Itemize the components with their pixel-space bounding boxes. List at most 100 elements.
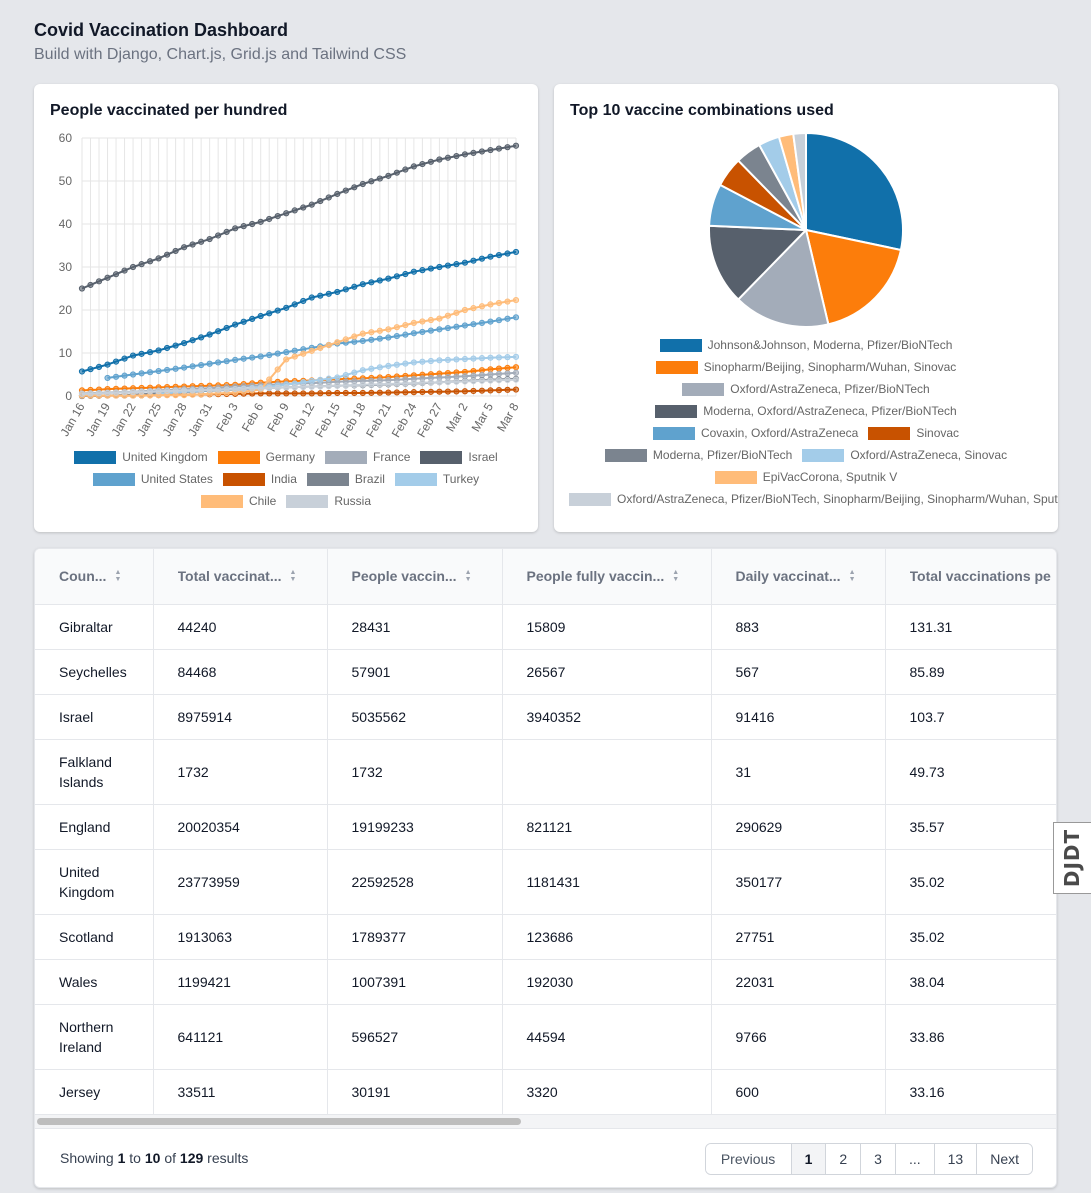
table-header-row: Coun... ▲ ▼ Total vaccinat... ▲ ▼ People vacci…	[35, 549, 1056, 605]
table-cell: 19199233	[327, 804, 503, 850]
data-point	[155, 255, 162, 262]
scrollbar-thumb[interactable]	[37, 1118, 521, 1125]
data-point	[189, 337, 196, 344]
table-row[interactable]: Scotland 1913063 1789377 123686 27751 35.02	[35, 914, 1056, 960]
page-button-13[interactable]: 13	[934, 1144, 978, 1174]
table-row[interactable]: Northern Ireland 641121 596527 44594 9766 33.…	[35, 1004, 1056, 1070]
sort-icon[interactable]: ▲ ▼	[289, 569, 297, 584]
data-point	[334, 190, 341, 198]
table-row[interactable]: United Kingdom 23773959 22592528 1181431 350…	[35, 849, 1056, 915]
column-header[interactable]: Coun... ▲ ▼	[35, 549, 154, 605]
page-button-3[interactable]: 3	[861, 1144, 896, 1174]
legend-item[interactable]: Chile	[200, 494, 276, 508]
pie-slice[interactable]	[804, 228, 903, 326]
data-point	[249, 385, 256, 392]
data-point	[291, 353, 298, 360]
legend-item[interactable]: Oxford/AstraZeneca, Pfizer/BioNTech, Sin…	[569, 492, 1058, 506]
pie-slice[interactable]	[736, 227, 830, 328]
page-button-1[interactable]: 1	[791, 1144, 827, 1174]
table-row[interactable]: Falkland Islands 1732 1732 31 49.73	[35, 739, 1056, 805]
table-row[interactable]: Seychelles 84468 57901 26567 567 85.89	[35, 649, 1056, 695]
data-point	[512, 142, 520, 149]
debug-toolbar-handle[interactable]: DJDT	[1053, 822, 1091, 894]
table-scroll-area[interactable]: Coun... ▲ ▼ Total vaccinat... ▲ ▼ People vacci…	[35, 549, 1056, 1114]
legend-item[interactable]: Russia	[286, 494, 371, 508]
legend-item[interactable]: Johnson&Johnson, Moderna, Pfizer/BioNTec…	[659, 338, 952, 352]
pie-chart-title: Top 10 vaccine combinations used	[570, 102, 834, 119]
legend-item[interactable]: India	[222, 472, 297, 486]
legend-item[interactable]: United States	[92, 472, 213, 486]
pie-slice[interactable]	[708, 224, 809, 301]
legend-item[interactable]: Covaxin, Oxford/AstraZeneca	[652, 426, 858, 440]
legend-item[interactable]: EpiVacCorona, Sputnik V	[714, 470, 897, 484]
next-page-button[interactable]: Next	[977, 1144, 1032, 1174]
legend-item[interactable]: Israel	[420, 450, 498, 464]
data-point	[359, 337, 366, 345]
data-point	[436, 156, 443, 163]
summary-from: 1	[117, 1150, 126, 1166]
legend-item[interactable]: Oxford/AstraZeneca, Sinovac	[802, 448, 1007, 462]
legend-item[interactable]: France	[325, 450, 410, 464]
data-point	[495, 365, 503, 372]
sort-icon[interactable]: ▲ ▼	[114, 569, 122, 584]
data-point	[317, 197, 324, 205]
data-point	[232, 321, 239, 328]
legend-item[interactable]: United Kingdom	[74, 450, 208, 464]
data-point	[155, 347, 162, 354]
legend-item[interactable]: Moderna, Pfizer/BioNTech	[604, 448, 792, 462]
data-point	[317, 390, 324, 397]
data-point	[163, 344, 171, 352]
data-point	[393, 273, 400, 280]
data-point	[257, 385, 264, 392]
pie-slice[interactable]	[792, 131, 807, 231]
data-point	[512, 353, 520, 360]
column-header[interactable]: People fully vaccin... ▲ ▼	[502, 549, 712, 605]
data-point	[300, 350, 307, 357]
data-point	[351, 333, 358, 340]
column-header-label: Daily vaccinat...	[735, 568, 841, 585]
data-point	[504, 386, 511, 393]
legend-item[interactable]: Turkey	[394, 472, 479, 486]
legend-item[interactable]: Brazil	[306, 472, 385, 486]
data-point	[444, 378, 452, 386]
legend-swatch	[200, 494, 243, 508]
horizontal-scrollbar[interactable]	[35, 1114, 1056, 1128]
data-point	[121, 267, 128, 274]
data-point	[342, 382, 349, 389]
table-cell: 883	[711, 604, 886, 650]
column-header[interactable]: Total vaccinations pe	[885, 549, 1056, 605]
data-point	[291, 390, 298, 397]
sort-icon[interactable]: ▲ ▼	[672, 569, 680, 584]
legend-item[interactable]: Oxford/AstraZeneca, Pfizer/BioNTech	[682, 382, 930, 396]
sort-icon[interactable]: ▲ ▼	[464, 569, 472, 584]
legend-item[interactable]: Sinovac	[868, 426, 959, 440]
table-row[interactable]: Wales 1199421 1007391 192030 22031 38.04	[35, 959, 1056, 1005]
table-row[interactable]: Israel 8975914 5035562 3940352 91416 103.7	[35, 694, 1056, 740]
legend-item[interactable]: Sinopharm/Beijing, Sinopharm/Wuhan, Sino…	[655, 360, 957, 374]
sort-icon[interactable]: ▲ ▼	[848, 569, 856, 584]
table-row[interactable]: England 20020354 19199233 821121 290629 35.57	[35, 804, 1056, 850]
legend-label: Sinopharm/Beijing, Sinopharm/Wuhan, Sino…	[703, 360, 957, 374]
legend-row: EpiVacCorona, Sputnik V	[554, 466, 1058, 488]
legend-swatch	[714, 470, 757, 484]
column-header[interactable]: People vaccin... ▲ ▼	[327, 549, 503, 605]
data-point	[376, 335, 383, 342]
pie-slice[interactable]	[805, 131, 904, 252]
table-cell: 57901	[327, 649, 503, 695]
previous-page-button[interactable]: Previous	[705, 1144, 792, 1174]
column-header[interactable]: Total vaccinat... ▲ ▼	[153, 549, 328, 605]
data-point	[478, 255, 486, 262]
table-row[interactable]: Jersey 33511 30191 3320 600 33.16	[35, 1069, 1056, 1114]
data-point	[283, 349, 290, 356]
table-row[interactable]: Gibraltar 44240 28431 15809 883 131.31	[35, 604, 1056, 650]
table-cell: 85.89	[885, 649, 1056, 695]
column-header-label: Total vaccinat...	[177, 568, 282, 585]
legend-item[interactable]: Germany	[217, 450, 315, 464]
legend-swatch	[92, 472, 135, 486]
column-header[interactable]: Daily vaccinat... ▲ ▼	[711, 549, 886, 605]
legend-item[interactable]: Moderna, Oxford/AstraZeneca, Pfizer/BioN…	[655, 404, 957, 418]
table-cell: 44240	[153, 604, 328, 650]
y-tick-label: 10	[59, 346, 73, 360]
page-button-2[interactable]: 2	[826, 1144, 862, 1174]
data-point	[129, 371, 137, 378]
